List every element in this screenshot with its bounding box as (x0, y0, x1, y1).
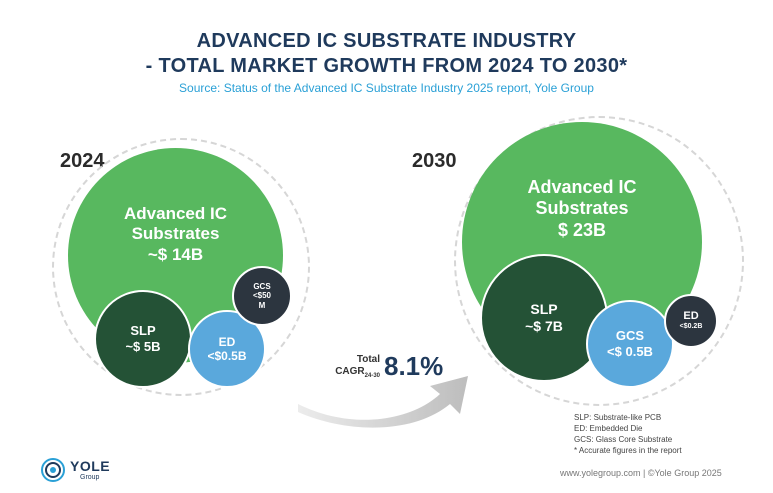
bubble-2024-main-line1: Advanced IC (124, 203, 227, 223)
cagr-label-cagr: CAGR (335, 366, 365, 377)
page-title-line2: - TOTAL MARKET GROWTH FROM 2024 TO 2030* (145, 55, 628, 77)
bubble-2024-slp: SLP ~$ 5B (94, 290, 192, 388)
bubble-2024-ed-line2: <$0.5B (207, 349, 247, 363)
dashed-ring-2030 (454, 116, 744, 406)
bubble-2024-slp-line1: SLP (130, 323, 156, 339)
bubble-2024-gcs-line1: GCS (253, 281, 271, 291)
dashed-ring-2024 (52, 138, 310, 396)
page-title-line1: ADVANCED IC SUBSTRATE INDUSTRY (196, 30, 577, 52)
bubble-2024-main-line3: ~$ 14B (147, 244, 204, 264)
legend-slp: SLP: Substrate-like PCB (574, 413, 662, 422)
yole-logo-icon (41, 458, 65, 482)
bubble-2030-main-line2: Substrates (535, 198, 629, 219)
bubble-2024-ed-line1: ED (218, 334, 236, 349)
bubble-2030-slp-line2: ~$ 7B (525, 318, 563, 334)
bubble-2030-ed-line1: ED (683, 310, 699, 323)
bubble-2030-slp-line1: SLP (530, 301, 558, 318)
growth-arrow-icon (298, 376, 468, 428)
yole-logo-subtext: Group (80, 474, 100, 481)
footer-copyright: www.yolegroup.com | ©Yole Group 2025 (560, 468, 722, 478)
bubble-2030-main-line3: $ 23B (557, 219, 607, 240)
year-2030-label: 2030 (412, 150, 457, 172)
bubble-2024-gcs: GCS <$50 M (232, 266, 292, 326)
legend-note: * Accurate figures in the report (574, 446, 682, 455)
source-note: Source: Status of the Advanced IC Substr… (179, 81, 594, 95)
cagr-value: 8.1% (384, 351, 444, 381)
legend: SLP: Substrate-like PCB ED: Embedded Die… (574, 412, 682, 456)
bubble-2030-gcs-line2: <$ 0.5B (607, 344, 653, 359)
cagr-label-total: Total (356, 354, 380, 365)
bubble-2024-slp-line2: ~$ 5B (125, 339, 161, 354)
legend-ed: ED: Embedded Die (574, 424, 643, 433)
bubble-2024-main-line2: Substrates (131, 224, 220, 244)
bubble-2024-gcs-line3: M (258, 300, 266, 310)
legend-gcs: GCS: Glass Core Substrate (574, 435, 673, 444)
bubble-2030-main-line1: Advanced IC (527, 176, 637, 197)
cagr-label: Total CAGR24-30 (318, 354, 380, 382)
bubble-2024-gcs-line2: <$50 (252, 291, 272, 301)
bubble-2030-gcs: GCS <$ 0.5B (586, 300, 674, 388)
yole-logo-text: YOLE (70, 458, 111, 474)
bubble-2030-ed: ED <$0.2B (664, 294, 718, 348)
year-2024-label: 2024 (60, 150, 105, 172)
bubble-2030-ed-line2: <$0.2B (679, 323, 703, 331)
bubble-2030-gcs-line1: GCS (615, 328, 645, 344)
bubble-2030-slp: SLP ~$ 7B (480, 254, 608, 382)
cagr-label-period: 24-30 (364, 373, 380, 379)
